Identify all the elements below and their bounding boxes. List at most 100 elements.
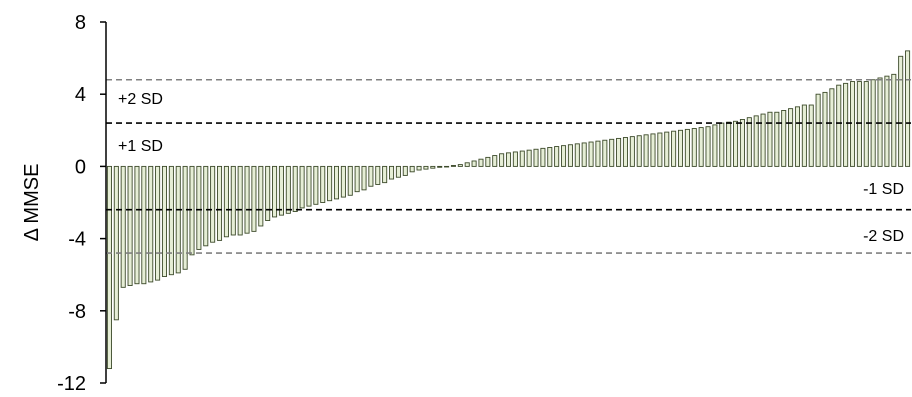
bar <box>774 111 780 167</box>
bar <box>175 165 181 274</box>
bar <box>677 129 684 167</box>
bar <box>595 140 601 167</box>
reference-label: +2 SD <box>118 91 163 108</box>
y-tick-label: -8 <box>68 301 86 323</box>
bar <box>843 82 849 167</box>
bar <box>244 165 250 234</box>
bar <box>354 165 360 193</box>
bar <box>492 155 498 167</box>
reference-labels-group: +2 SD +1 SD -1 SD -2 SD <box>118 91 904 245</box>
bar <box>856 81 862 167</box>
bar <box>368 165 374 187</box>
bar <box>120 165 126 288</box>
bar <box>788 108 794 167</box>
bar <box>753 115 759 167</box>
bar <box>836 84 842 167</box>
bar <box>519 150 525 167</box>
bar <box>822 91 828 167</box>
bar <box>127 165 133 286</box>
bar <box>698 127 704 167</box>
bar <box>643 134 649 167</box>
bar <box>203 165 209 247</box>
bar <box>251 165 257 232</box>
bar <box>361 165 367 191</box>
bar <box>719 122 725 167</box>
bar <box>505 152 512 167</box>
bar <box>622 137 628 167</box>
bar <box>602 139 608 167</box>
bar <box>237 165 243 236</box>
bar <box>196 165 202 250</box>
bar <box>313 165 319 205</box>
bar <box>210 165 216 243</box>
bar <box>567 144 573 167</box>
bar <box>485 156 491 167</box>
bar <box>664 131 670 167</box>
bar <box>327 165 333 202</box>
bar <box>726 121 732 167</box>
bar <box>141 165 147 285</box>
bar <box>554 146 560 167</box>
bar <box>478 158 484 167</box>
bar <box>423 165 429 170</box>
bar <box>258 165 264 227</box>
bar <box>402 165 408 176</box>
bar <box>347 165 353 196</box>
bar <box>671 130 677 167</box>
bar <box>395 165 401 178</box>
bar <box>801 104 807 167</box>
bar <box>616 137 622 167</box>
bar <box>464 162 470 167</box>
bar <box>416 165 422 171</box>
bar <box>684 128 690 167</box>
y-tick-label: 8 <box>75 12 86 34</box>
bar <box>739 119 745 167</box>
bar <box>884 75 890 167</box>
bar <box>898 55 904 167</box>
bar <box>808 104 814 167</box>
bar <box>850 81 856 167</box>
bar <box>526 149 532 167</box>
bar <box>106 165 112 370</box>
bar <box>657 132 663 167</box>
bar <box>340 165 346 198</box>
bar <box>471 160 477 167</box>
bar <box>155 165 161 281</box>
bar <box>161 165 167 277</box>
bar <box>650 133 656 167</box>
bar <box>540 147 546 167</box>
bar <box>278 165 284 216</box>
bar <box>712 124 718 167</box>
bar <box>189 165 195 256</box>
bar <box>794 106 800 167</box>
bar <box>148 165 154 283</box>
y-axis-label: Δ MMSE <box>21 164 43 242</box>
bar <box>829 88 835 167</box>
bar <box>409 165 415 173</box>
bar <box>533 148 539 167</box>
bar <box>134 165 140 285</box>
bar <box>389 165 395 180</box>
bar <box>705 126 711 167</box>
bar <box>781 109 787 167</box>
bar <box>863 81 869 167</box>
bar <box>760 113 766 167</box>
bar <box>113 165 119 321</box>
bar <box>382 165 388 184</box>
bar <box>891 73 897 167</box>
y-tick-label: -12 <box>57 373 86 395</box>
bar <box>217 165 223 241</box>
bar <box>629 136 635 167</box>
bar <box>767 111 773 167</box>
bar <box>588 141 594 167</box>
bar <box>292 165 298 212</box>
bar <box>182 165 188 270</box>
bar <box>636 135 642 167</box>
bar <box>512 151 518 167</box>
bar <box>265 165 271 221</box>
bar <box>285 165 291 214</box>
bar <box>272 165 278 218</box>
bar <box>457 164 463 167</box>
bar <box>574 143 580 167</box>
